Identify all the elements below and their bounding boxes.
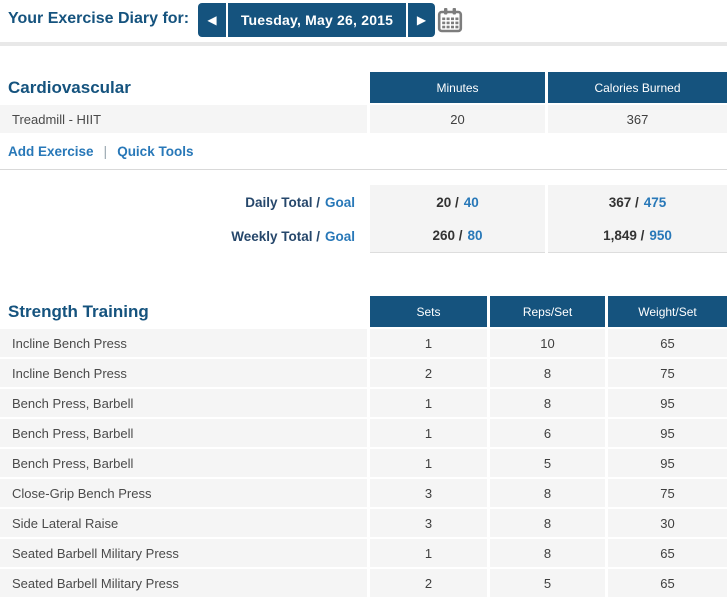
cell-sets: 1 bbox=[370, 449, 487, 477]
total-value: 20 / bbox=[436, 194, 459, 210]
total-value: 260 / bbox=[432, 228, 463, 243]
exercise-name: Incline Bench Press bbox=[0, 329, 367, 357]
cell-sets: 1 bbox=[370, 389, 487, 417]
goal-value[interactable]: 475 bbox=[643, 194, 667, 210]
cell-reps-set: 5 bbox=[490, 449, 605, 477]
cell-weight-set: 65 bbox=[608, 329, 727, 357]
cell-calories-burned: 367 bbox=[548, 105, 727, 133]
cell-sets: 3 bbox=[370, 479, 487, 507]
date-button[interactable]: Tuesday, May 26, 2015 bbox=[228, 3, 406, 37]
page-title: Your Exercise Diary for: bbox=[8, 10, 190, 27]
cell-weight-set: 75 bbox=[608, 359, 727, 387]
cell-weight-set: 95 bbox=[608, 449, 727, 477]
exercise-name: Close-Grip Bench Press bbox=[0, 479, 367, 507]
exercise-name: Side Lateral Raise bbox=[0, 509, 367, 537]
cell-sets: 1 bbox=[370, 329, 487, 357]
right-arrow-icon: ▶ bbox=[416, 13, 427, 27]
previous-day-button[interactable]: ◀ bbox=[198, 3, 226, 37]
cell-weight-set: 30 bbox=[608, 509, 727, 537]
weekly-total-row: Weekly Total / Goal 260 / 80 1,849 / 950 bbox=[0, 219, 727, 253]
column-header-sets: Sets bbox=[370, 296, 487, 327]
exercise-row: Close-Grip Bench Press 3 8 75 bbox=[0, 479, 727, 507]
goal-value[interactable]: 950 bbox=[649, 228, 672, 243]
diary-header: Your Exercise Diary for: ◀ Tuesday, May … bbox=[0, 0, 727, 42]
goal-value[interactable]: 40 bbox=[463, 194, 479, 210]
daily-total-label: Daily Total / Goal bbox=[0, 185, 367, 219]
exercise-row: Bench Press, Barbell 1 6 95 bbox=[0, 419, 727, 447]
header-divider bbox=[0, 42, 727, 46]
total-value: 1,849 / bbox=[603, 228, 645, 243]
quick-tools-link[interactable]: Quick Tools bbox=[117, 143, 194, 159]
strength-table-header: Strength Training Sets Reps/Set Weight/S… bbox=[0, 296, 727, 327]
date-navigation: ◀ Tuesday, May 26, 2015 ▶ bbox=[198, 3, 435, 37]
cell-weight-set: 65 bbox=[608, 539, 727, 567]
goal-value[interactable]: 80 bbox=[467, 228, 483, 243]
cardio-rows: Treadmill - HIIT 20 367 bbox=[0, 105, 727, 133]
cell-sets: 1 bbox=[370, 539, 487, 567]
daily-total-calories-burned: 367 /475 bbox=[548, 185, 727, 219]
exercise-row: Incline Bench Press 1 10 65 bbox=[0, 329, 727, 357]
cell-weight-set: 75 bbox=[608, 479, 727, 507]
cell-weight-set: 95 bbox=[608, 419, 727, 447]
cardio-actions: Add Exercise | Quick Tools bbox=[0, 141, 727, 161]
total-label-text: Weekly Total / bbox=[231, 228, 320, 244]
add-exercise-link[interactable]: Add Exercise bbox=[8, 143, 94, 159]
column-header-minutes: Minutes bbox=[370, 72, 545, 103]
exercise-row: Side Lateral Raise 3 8 30 bbox=[0, 509, 727, 537]
column-header-reps-set: Reps/Set bbox=[490, 296, 605, 327]
exercise-name: Seated Barbell Military Press bbox=[0, 539, 367, 567]
cell-reps-set: 8 bbox=[490, 509, 605, 537]
exercise-name: Bench Press, Barbell bbox=[0, 449, 367, 477]
cell-sets: 3 bbox=[370, 509, 487, 537]
strength-rows: Incline Bench Press 1 10 65 Incline Bench Pr… bbox=[0, 329, 727, 597]
exercise-row: Incline Bench Press 2 8 75 bbox=[0, 359, 727, 387]
cell-sets: 1 bbox=[370, 419, 487, 447]
exercise-row: Treadmill - HIIT 20 367 bbox=[0, 105, 727, 133]
exercise-row: Seated Barbell Military Press 1 8 65 bbox=[0, 539, 727, 567]
column-header-calories-burned: Calories Burned bbox=[548, 72, 727, 103]
daily-total-row: Daily Total / Goal 20 /40 367 /475 bbox=[0, 185, 727, 219]
calendar-icon[interactable] bbox=[437, 7, 463, 33]
cell-reps-set: 8 bbox=[490, 479, 605, 507]
total-label-text: Daily Total / bbox=[245, 194, 320, 210]
weekly-total-label: Weekly Total / Goal bbox=[0, 219, 367, 253]
cell-minutes: 20 bbox=[370, 105, 545, 133]
cell-reps-set: 5 bbox=[490, 569, 605, 597]
section-title-cardiovascular: Cardiovascular bbox=[8, 77, 131, 97]
weekly-total-calories-burned: 1,849 / 950 bbox=[548, 219, 727, 253]
section-divider bbox=[0, 169, 727, 170]
next-day-button[interactable]: ▶ bbox=[408, 3, 435, 37]
exercise-name: Seated Barbell Military Press bbox=[0, 569, 367, 597]
exercise-name: Bench Press, Barbell bbox=[0, 419, 367, 447]
exercise-row: Bench Press, Barbell 1 5 95 bbox=[0, 449, 727, 477]
cell-reps-set: 10 bbox=[490, 329, 605, 357]
weekly-total-minutes: 260 / 80 bbox=[370, 219, 545, 253]
cell-reps-set: 8 bbox=[490, 359, 605, 387]
exercise-name: Bench Press, Barbell bbox=[0, 389, 367, 417]
cell-sets: 2 bbox=[370, 359, 487, 387]
goal-link[interactable]: Goal bbox=[324, 228, 355, 244]
cell-weight-set: 95 bbox=[608, 389, 727, 417]
exercise-name: Treadmill - HIIT bbox=[0, 105, 367, 133]
cell-reps-set: 6 bbox=[490, 419, 605, 447]
cardio-table-header: Cardiovascular Minutes Calories Burned bbox=[0, 72, 727, 103]
cell-reps-set: 8 bbox=[490, 539, 605, 567]
link-separator: | bbox=[103, 143, 108, 159]
goal-link[interactable]: Goal bbox=[324, 194, 355, 210]
exercise-row: Bench Press, Barbell 1 8 95 bbox=[0, 389, 727, 417]
daily-total-minutes: 20 /40 bbox=[370, 185, 545, 219]
exercise-name: Incline Bench Press bbox=[0, 359, 367, 387]
section-title-strength-training: Strength Training bbox=[8, 301, 149, 321]
cardio-totals: Daily Total / Goal 20 /40 367 /475 Weekly To… bbox=[0, 185, 727, 253]
left-arrow-icon: ◀ bbox=[207, 13, 217, 27]
total-value: 367 / bbox=[608, 194, 639, 210]
cell-reps-set: 8 bbox=[490, 389, 605, 417]
column-header-weight-set: Weight/Set bbox=[608, 296, 727, 327]
cell-weight-set: 65 bbox=[608, 569, 727, 597]
exercise-row: Seated Barbell Military Press 2 5 65 bbox=[0, 569, 727, 597]
cell-sets: 2 bbox=[370, 569, 487, 597]
